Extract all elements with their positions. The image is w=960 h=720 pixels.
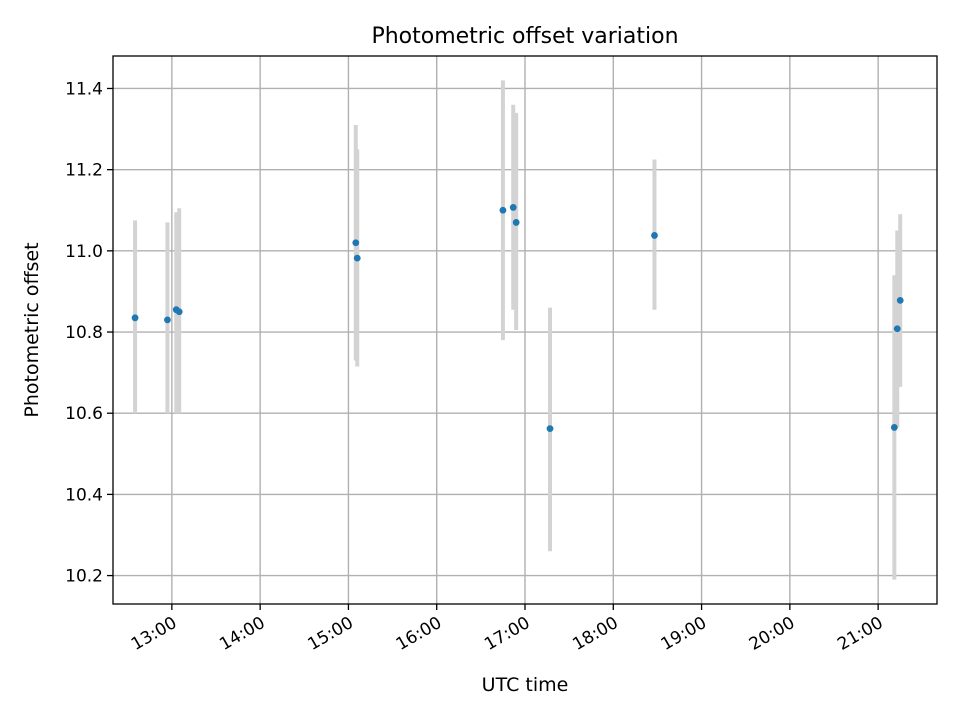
data-point [509,204,517,211]
y-axis-ticks: 10.2 10.4 10.6 10.8 11.0 11.2 11.4 [65,79,113,587]
grid-lines [113,56,937,604]
data-point [352,239,360,247]
data-point [131,314,139,322]
data-point [896,296,904,304]
data-point [890,424,898,431]
y-tick-label: 10.2 [65,567,103,587]
y-tick-label: 10.4 [65,485,103,505]
x-axis-label: UTC time [482,674,569,696]
data-point [546,425,554,433]
data-point [353,254,361,262]
data-points [131,204,904,433]
chart-title: Photometric offset variation [371,24,678,49]
y-tick-label: 11.4 [65,79,103,99]
data-point [651,232,658,239]
data-point [164,316,171,324]
y-tick-label: 10.8 [65,323,103,343]
y-axis-label: Photometric offset [21,242,43,417]
y-tick-label: 11.0 [65,242,103,262]
data-point [893,325,901,333]
data-point [499,206,507,214]
data-point [175,308,183,316]
y-tick-label: 11.2 [65,161,103,181]
y-tick-label: 10.6 [65,404,103,424]
data-point [512,219,520,226]
